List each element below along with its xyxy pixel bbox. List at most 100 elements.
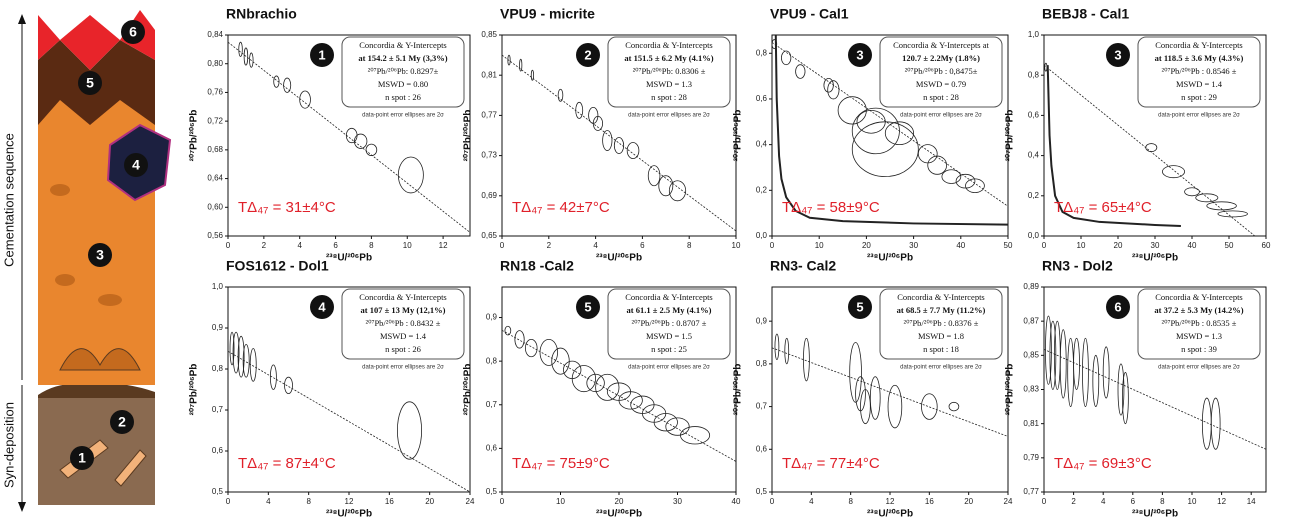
y-tick-label: 0,81 (481, 70, 497, 79)
y-tick-label: 0,9 (486, 313, 498, 322)
x-tick-label: 50 (1225, 241, 1234, 250)
error-ellipse (771, 39, 778, 50)
x-tick-label: 0 (770, 241, 775, 250)
y-tick-label: 0,8 (212, 364, 224, 373)
info-line: Concordia & Y-Intercepts (359, 292, 447, 302)
error-ellipse (887, 384, 903, 429)
y-tick-label: 0,77 (1023, 487, 1039, 496)
info-line: MSWD = 1.3 (646, 79, 692, 89)
y-tick-label: 1,0 (1028, 30, 1040, 39)
column-label: 2 (118, 414, 126, 430)
badge (576, 43, 600, 67)
y-tick-label: 0,7 (756, 402, 768, 411)
x-axis-label: ²³⁸U/²⁰⁶Pb (596, 509, 642, 518)
y-tick-label: 0,5 (756, 487, 768, 496)
ellipse-note: data-point error ellipses are 2σ (362, 365, 444, 371)
info-box (341, 36, 465, 108)
error-ellipse (1206, 201, 1237, 211)
badge-label: 4 (318, 299, 326, 314)
ellipse-note: data-point error ellipses are 2σ (1158, 365, 1240, 371)
error-ellipse (774, 333, 780, 361)
y-tick-label: 0,8 (756, 359, 768, 368)
chart: BEBJ8 - Cal1 0 10 20 30 40 50 60 0,0 0,2 0,4 0,6 0,8… (1005, 6, 1271, 264)
x-tick-label: 6 (333, 241, 338, 250)
error-ellipse (1073, 337, 1080, 390)
temperature: TΔ₄₇ = 31±4°C (238, 199, 336, 216)
y-tick-label: 0,4 (1028, 151, 1040, 160)
info-line: at 107 ± 13 My (12,1%) (361, 305, 446, 315)
error-ellipse (1045, 315, 1052, 385)
error-ellipse (507, 54, 511, 66)
x-tick-label: 8 (687, 241, 692, 250)
error-ellipse (595, 373, 620, 401)
y-tick-label: 0,6 (756, 444, 768, 453)
regression-line (227, 41, 471, 233)
badge-label: 5 (856, 299, 863, 314)
y-tick-label: 0,79 (1023, 453, 1039, 462)
error-ellipse (365, 143, 378, 157)
x-tick-label: 10 (1077, 241, 1086, 250)
x-tick-label: 20 (1114, 241, 1123, 250)
error-ellipse (653, 413, 678, 432)
error-ellipse (602, 130, 613, 151)
error-ellipse (299, 90, 311, 109)
y-tick-label: 0,6 (212, 446, 224, 455)
info-line: MSWD = 1.8 (918, 331, 964, 341)
x-tick-label: 16 (925, 497, 934, 506)
error-ellipse (269, 364, 277, 390)
plot-frame (227, 34, 471, 237)
info-line: MSWD = 1.4 (1176, 79, 1223, 89)
error-ellipse (237, 335, 245, 378)
x-tick-label: 4 (593, 241, 598, 250)
error-ellipse (1044, 62, 1048, 72)
info-box (879, 36, 1003, 108)
error-ellipse (613, 137, 625, 154)
y-tick-label: 0,72 (207, 116, 223, 125)
error-ellipse (396, 401, 422, 460)
badge (70, 446, 94, 470)
info-line: ²⁰⁷Pb/²⁰⁶Pb : 0.8376 ± (904, 318, 979, 328)
error-ellipse (273, 75, 280, 88)
error-ellipse (1195, 193, 1219, 203)
info-line: Concordia & Y-Intercepts (625, 292, 713, 302)
badge (1106, 43, 1130, 67)
badge-label: 1 (318, 47, 325, 62)
x-tick-label: 24 (466, 497, 475, 506)
error-ellipse (284, 376, 293, 394)
y-tick-label: 0,65 (481, 231, 497, 240)
info-box (341, 288, 465, 360)
y-axis-label: ²⁰⁷Pb/²⁰⁶Pb (733, 110, 744, 162)
y-tick-label: 0,5 (212, 487, 224, 496)
error-ellipse (1059, 329, 1067, 399)
x-tick-label: 10 (815, 241, 824, 250)
x-tick-label: 4 (297, 241, 302, 250)
y-tick-label: 0,6 (1028, 111, 1040, 120)
chart: FOS1612 - Dol1 0 4 8 12 16 20 24 0,5 0,6 0,7 0,8 0,9… (189, 258, 475, 520)
x-tick-label: 12 (345, 497, 354, 506)
y-tick-label: 0,7 (212, 405, 224, 414)
info-line: at 154.2 ± 5.1 My (3,3%) (358, 53, 447, 63)
x-tick-label: 16 (385, 497, 394, 506)
info-line: ²⁰⁷Pb/²⁰⁶Pb: 0.8306 ± (633, 66, 706, 76)
x-tick-label: 20 (964, 497, 973, 506)
error-ellipse (1217, 210, 1248, 218)
info-line: ²⁰⁷Pb/²⁰⁶Pb : 0.8707 ± (632, 318, 707, 328)
badge (88, 243, 112, 267)
error-ellipse (784, 337, 790, 365)
error-ellipse (849, 342, 862, 403)
x-tick-label: 8 (1160, 497, 1165, 506)
info-line: MSWD = 1.5 (646, 331, 692, 341)
error-ellipse (232, 331, 240, 374)
ellipse-note: data-point error ellipses are 2σ (1158, 113, 1240, 119)
x-tick-label: 40 (1188, 241, 1197, 250)
x-tick-label: 14 (1247, 497, 1256, 506)
y-tick-label: 0,80 (207, 59, 223, 68)
y-axis-label: ²⁰⁷Pb/²⁰⁶Pb (1005, 364, 1016, 416)
chart-title: VPU9 - micrite (500, 6, 595, 22)
error-ellipse (851, 107, 900, 155)
error-ellipse (229, 331, 235, 366)
chart-title: FOS1612 - Dol1 (226, 258, 329, 274)
info-line: MSWD = 0.79 (916, 79, 966, 89)
